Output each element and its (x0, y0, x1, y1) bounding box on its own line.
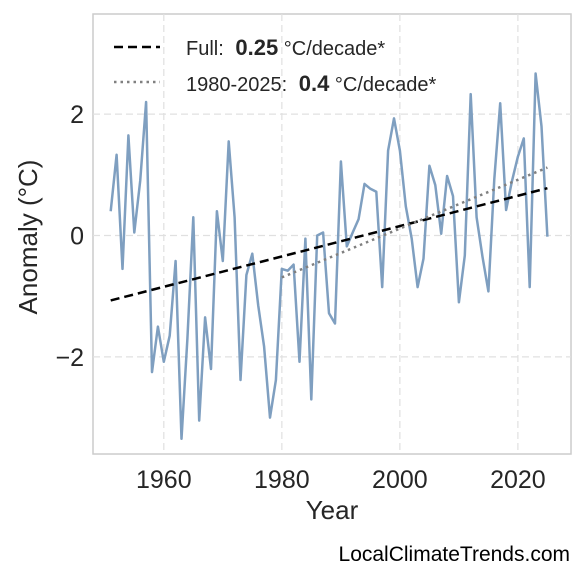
grid-lines (93, 14, 571, 454)
tick-labels: 1960 1980 2000 2020 −2 0 2 (55, 101, 545, 494)
legend-recent-unit: °C/decade* (335, 74, 437, 96)
legend-entry-full: Full: 0.25 °C/decade* (186, 35, 385, 60)
legend-full-rate: 0.25 (235, 35, 278, 60)
legend: Full: 0.25 °C/decade* 1980-2025: 0.4 °C/… (114, 35, 437, 96)
legend-full-unit: °C/decade* (284, 38, 386, 60)
legend-entry-recent: 1980-2025: 0.4 °C/decade* (186, 71, 437, 96)
data-marks (109, 72, 549, 441)
y-tick-label: −2 (55, 344, 84, 372)
y-axis-title: Anomaly (°C) (13, 160, 43, 315)
x-tick-label: 1960 (136, 466, 192, 494)
y-tick-label: 0 (70, 223, 84, 251)
x-tick-label: 2020 (490, 466, 546, 494)
legend-recent-rate: 0.4 (299, 71, 330, 96)
x-tick-label: 2000 (372, 466, 428, 494)
trend-line-full (110, 186, 548, 302)
x-axis-title: Year (306, 495, 359, 525)
legend-full-label: Full: (186, 38, 224, 60)
legend-recent-label: 1980-2025: (186, 74, 287, 96)
x-tick-label: 1980 (254, 466, 310, 494)
anomaly-series-line (109, 72, 549, 441)
y-tick-label: 2 (70, 101, 84, 129)
trend-line-recent (281, 166, 548, 279)
watermark: LocalClimateTrends.com (339, 543, 570, 566)
